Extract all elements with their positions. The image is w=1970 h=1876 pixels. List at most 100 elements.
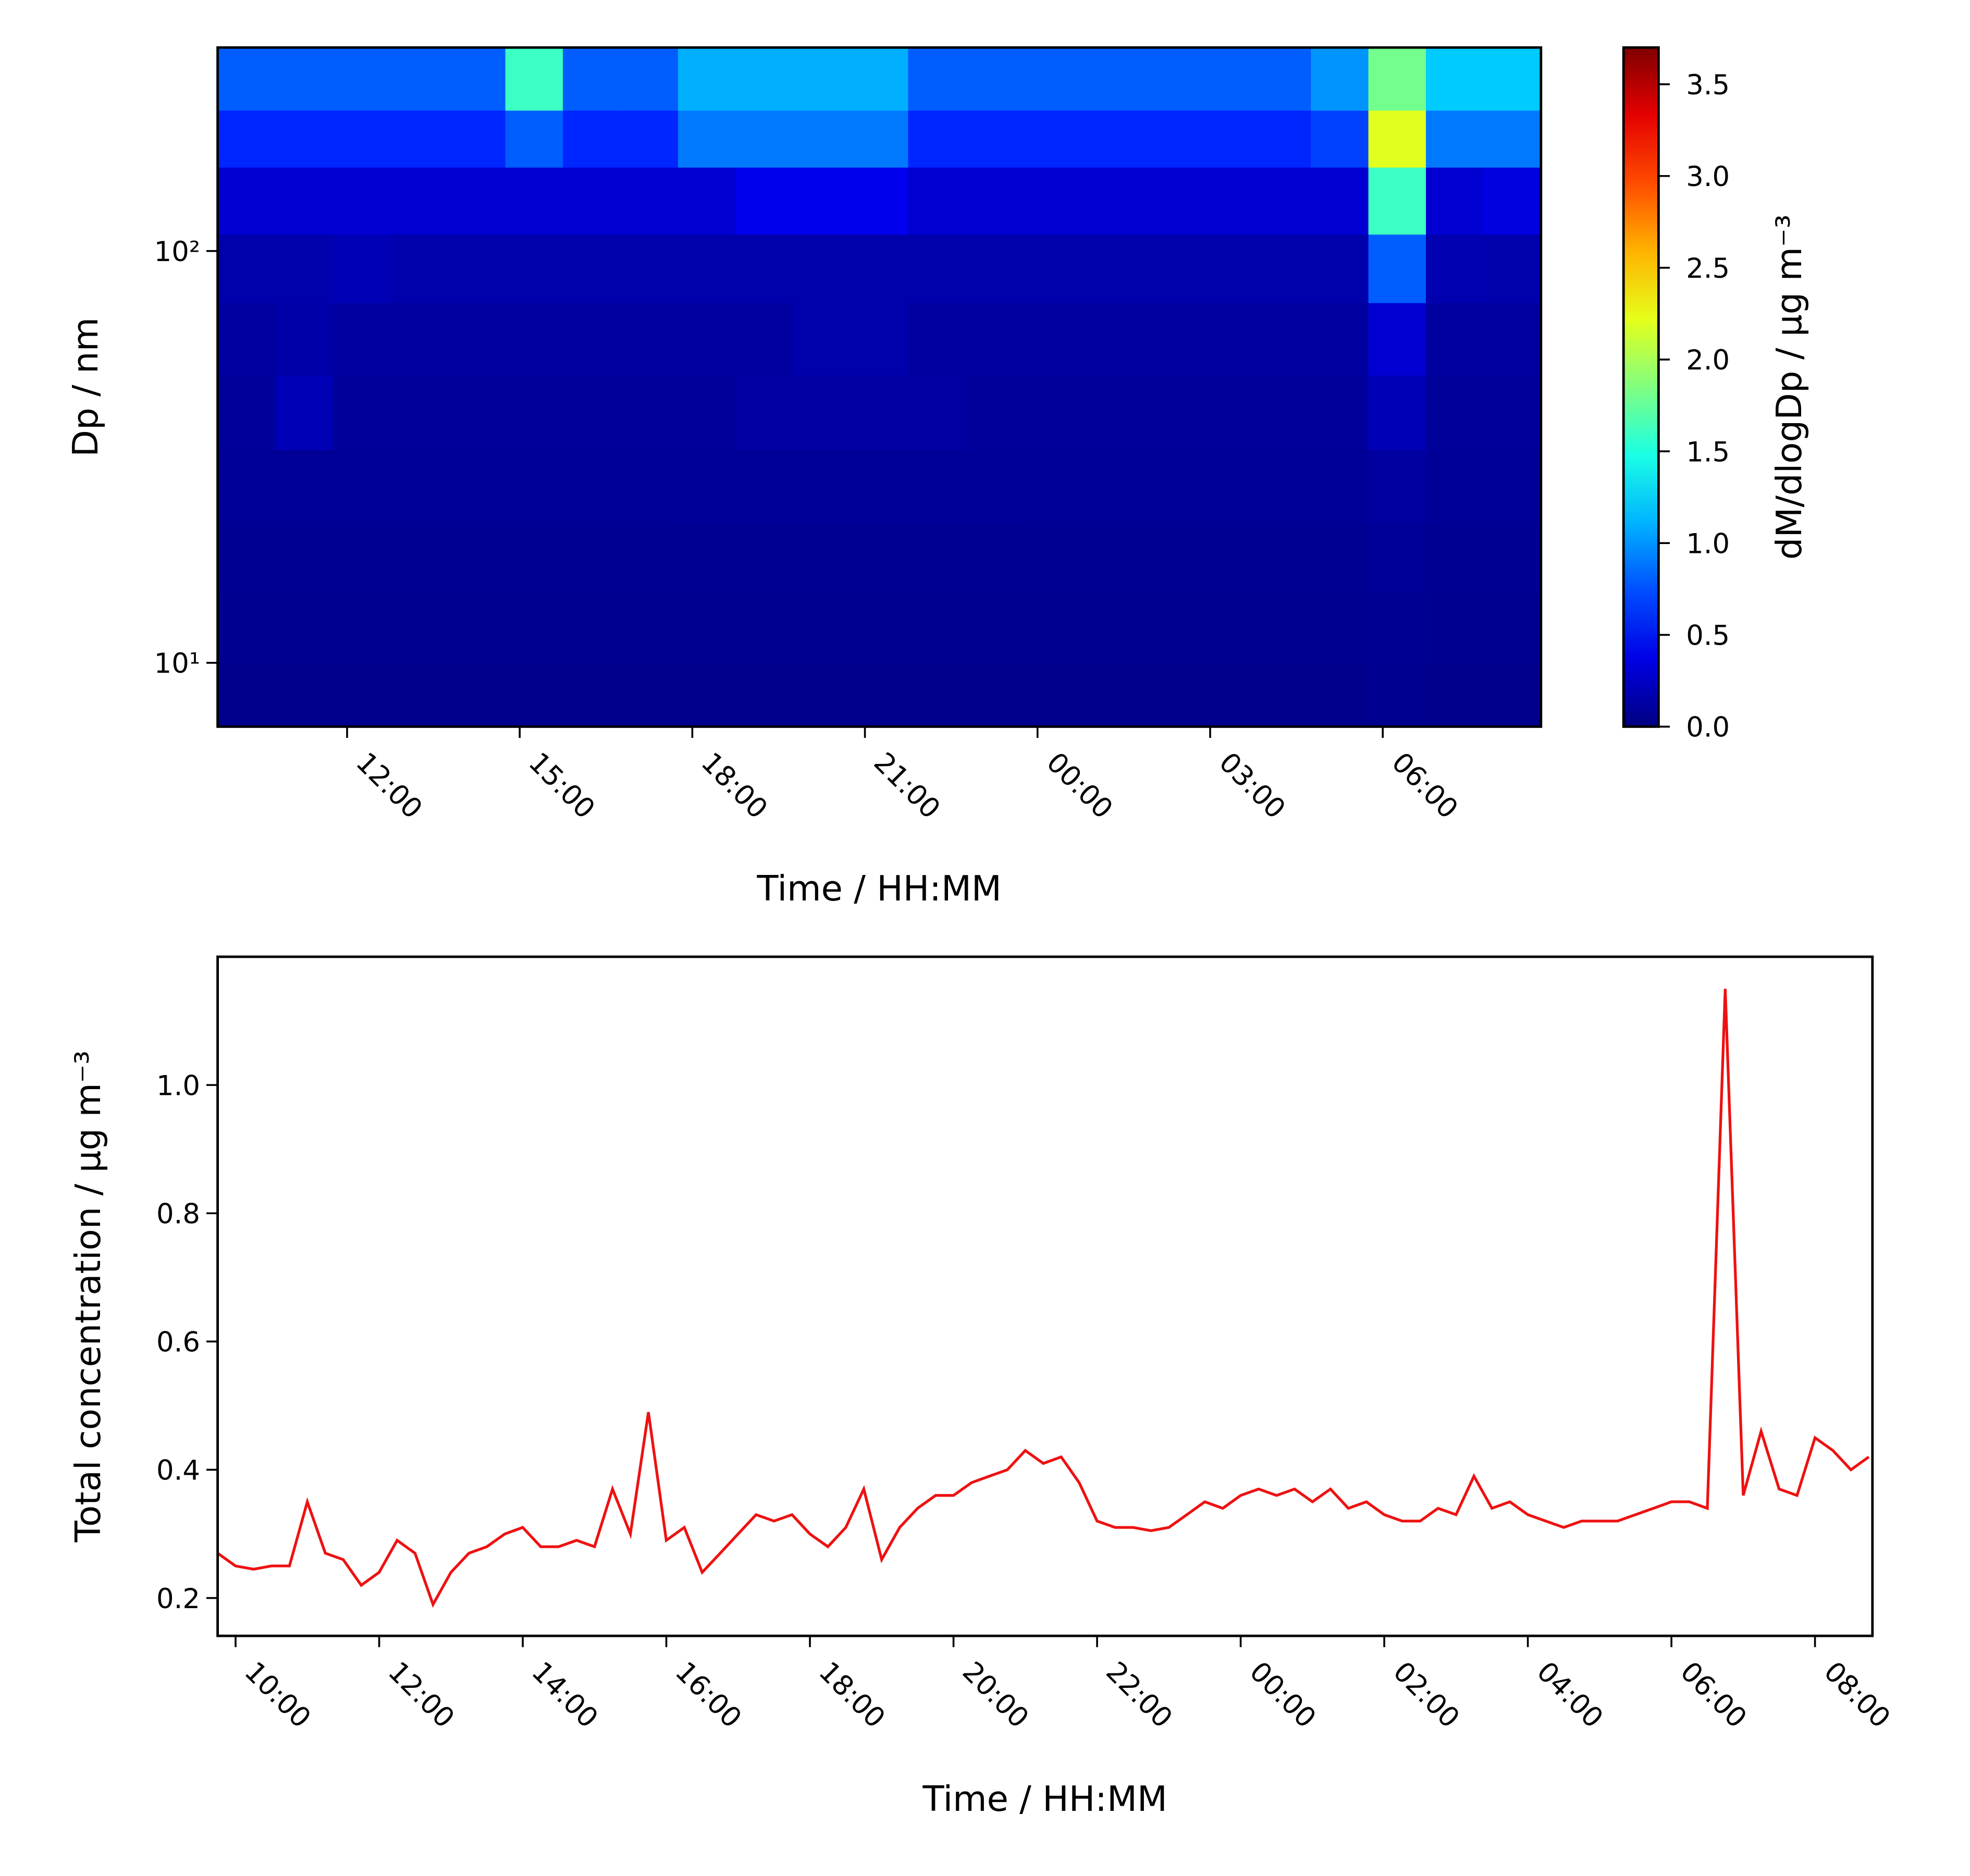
heatmap-cell (851, 234, 909, 303)
heatmap-cell (275, 47, 334, 111)
x-tick-label: 00:00 (1243, 1656, 1322, 1734)
heatmap-cell (965, 167, 1024, 235)
heatmap-cell (563, 47, 621, 111)
heatmap-cell (217, 522, 276, 591)
heatmap-cell (275, 302, 334, 376)
heatmap-cell (1138, 167, 1197, 235)
heatmap-cell (333, 590, 391, 664)
heatmap-cell (1426, 449, 1484, 523)
heatmap-cell (1138, 110, 1197, 168)
x-axis-label: Time / HH:MM (756, 868, 1001, 909)
heatmap-cell (793, 167, 852, 235)
heatmap-cell (1023, 522, 1081, 591)
heatmap-cell (735, 234, 794, 303)
heatmap-cell (965, 110, 1024, 168)
heatmap-cell (965, 590, 1024, 664)
heatmap-cell (1426, 522, 1484, 591)
heatmap-cell (851, 47, 909, 111)
x-tick-label: 18:00 (812, 1656, 891, 1734)
heatmap-cell (793, 47, 852, 111)
heatmap-cell (965, 302, 1024, 376)
heatmap-cell (1311, 375, 1369, 450)
x-tick-label: 15:00 (522, 746, 601, 825)
heatmap-cell (851, 522, 909, 591)
heatmap-cell (1138, 234, 1197, 303)
x-tick-label: 21:00 (868, 746, 946, 825)
heatmap-cell (1023, 47, 1081, 111)
x-tick-label: 04:00 (1531, 1656, 1609, 1734)
heatmap-cell (678, 234, 736, 303)
heatmap-cell (1311, 167, 1369, 235)
heatmap-cell (1138, 662, 1197, 727)
heatmap-cell (1023, 662, 1081, 727)
heatmap-cell (908, 375, 966, 450)
y-tick-label: 1.0 (156, 1070, 200, 1102)
x-tick-label: 06:00 (1385, 746, 1464, 825)
heatmap-cell (908, 449, 966, 523)
heatmap-cell (505, 375, 564, 450)
heatmap-cell (1311, 302, 1369, 376)
heatmap-cell (333, 302, 391, 376)
heatmap-cell (1368, 522, 1427, 591)
x-tick-label: 12:00 (382, 1656, 461, 1734)
heatmap-cell (735, 375, 794, 450)
heatmap-cell (390, 47, 449, 111)
heatmap-cell (448, 110, 506, 168)
heatmap-cell (1023, 234, 1081, 303)
heatmap-cell (793, 449, 852, 523)
heatmap-cell (620, 522, 679, 591)
heatmap-cell (505, 590, 564, 664)
heatmap-cell (1253, 375, 1312, 450)
heatmap-cell (217, 167, 276, 235)
heatmap-cell (333, 47, 391, 111)
y-tick-label: 10² (154, 236, 200, 268)
heatmap-cell (620, 302, 679, 376)
heatmap-cell (1253, 522, 1312, 591)
heatmap-cell (1368, 234, 1427, 303)
heatmap-cell (678, 590, 736, 664)
heatmap-cell (620, 110, 679, 168)
x-tick-label: 00:00 (1040, 746, 1119, 825)
x-tick-label: 12:00 (350, 746, 428, 825)
heatmap-cell (217, 590, 276, 664)
heatmap-cell (908, 590, 966, 664)
colorbar-tick-label: 2.5 (1686, 253, 1730, 285)
heatmap-cell (1023, 302, 1081, 376)
heatmap-cell (1311, 590, 1369, 664)
heatmap-cell (563, 302, 621, 376)
heatmap-cell (1483, 47, 1542, 111)
heatmap-cell (1483, 110, 1542, 168)
heatmap-cell (620, 662, 679, 727)
heatmap-cell (1138, 375, 1197, 450)
heatmap-cell (1368, 167, 1427, 235)
heatmap-cell (1253, 449, 1312, 523)
heatmap-cell (1138, 522, 1197, 591)
heatmap-cell (563, 234, 621, 303)
heatmap-cell (333, 662, 391, 727)
heatmap-cell (1368, 590, 1427, 664)
heatmap-cell (1023, 167, 1081, 235)
heatmap-cell (563, 167, 621, 235)
heatmap-cell (390, 449, 449, 523)
heatmap-cell (1426, 110, 1484, 168)
heatmap-cell (793, 302, 852, 376)
heatmap-cell (1426, 167, 1484, 235)
y-tick-label: 0.8 (156, 1198, 200, 1230)
y-tick-label: 10¹ (154, 648, 200, 680)
heatmap-cell (965, 234, 1024, 303)
y-tick-label: 0.2 (156, 1583, 200, 1615)
heatmap-cell (1426, 662, 1484, 727)
heatmap-cell (275, 590, 334, 664)
heatmap-cell (908, 302, 966, 376)
heatmap-cell (851, 590, 909, 664)
heatmap-cell (793, 662, 852, 727)
heatmap-cell (1426, 47, 1484, 111)
plot-frame (216, 955, 1874, 1637)
heatmap-cell (333, 375, 391, 450)
plot-frame (216, 46, 1543, 728)
heatmap-cell (735, 662, 794, 727)
colorbar-tick-label: 3.0 (1686, 161, 1730, 193)
heatmap-cell (1483, 375, 1542, 450)
